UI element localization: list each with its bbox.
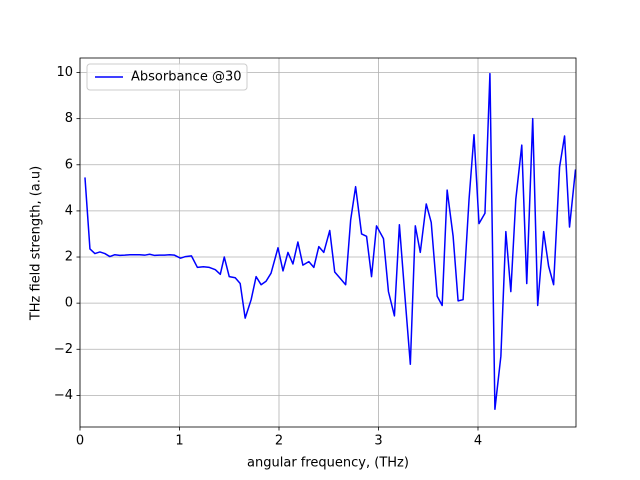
- x-axis-label: angular frequency, (THz): [247, 456, 409, 471]
- x-tick-label: 2: [275, 434, 283, 449]
- legend-box: [86, 63, 248, 91]
- x-tick-label: 1: [175, 434, 183, 449]
- y-tick-label: 10: [56, 65, 73, 80]
- y-tick-label: −2: [54, 342, 73, 357]
- y-tick-label: 4: [65, 203, 73, 218]
- y-axis-label: THz field strength, (a.u): [29, 166, 44, 321]
- y-tick-label: 8: [65, 111, 73, 126]
- y-tick-label: −4: [54, 388, 73, 403]
- plot-frame: [79, 57, 577, 428]
- x-tick-label: 3: [374, 434, 382, 449]
- y-tick-label: 6: [65, 157, 73, 172]
- x-tick-label: 4: [474, 434, 482, 449]
- data-line: [84, 72, 576, 410]
- x-tick-label: 0: [76, 434, 84, 449]
- y-tick-label: 2: [65, 250, 73, 265]
- legend-label: Absorbance @30: [131, 70, 242, 85]
- y-tick-label: 0: [65, 296, 73, 311]
